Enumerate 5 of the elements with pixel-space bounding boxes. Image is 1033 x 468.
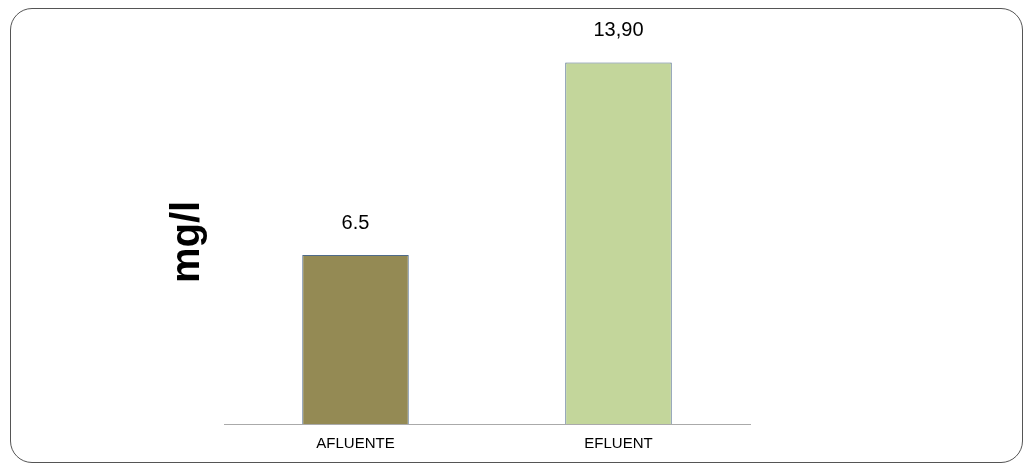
data-label: 6.5 bbox=[341, 210, 370, 233]
data-label: 13,90 bbox=[593, 18, 644, 41]
x-tick-label: AFLUENTE bbox=[316, 434, 395, 452]
y-axis-title: mg/l bbox=[163, 200, 208, 284]
x-tick-label: EFLUENT bbox=[584, 434, 653, 452]
